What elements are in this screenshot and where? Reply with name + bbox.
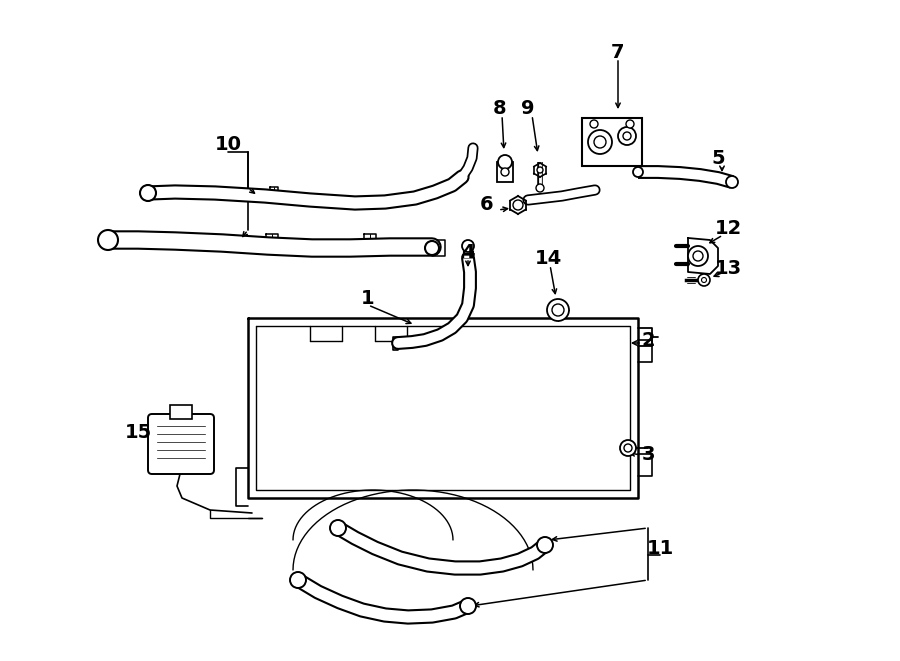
Circle shape	[537, 537, 553, 553]
Circle shape	[552, 304, 564, 316]
Text: 4: 4	[461, 243, 475, 262]
Circle shape	[290, 572, 306, 588]
Text: 9: 9	[521, 98, 535, 118]
Circle shape	[425, 241, 439, 255]
Circle shape	[501, 168, 509, 176]
Text: 10: 10	[214, 136, 241, 155]
Text: 1: 1	[361, 288, 374, 307]
Circle shape	[618, 127, 636, 145]
Circle shape	[537, 167, 543, 173]
Text: 6: 6	[481, 196, 494, 215]
Text: 5: 5	[711, 149, 724, 167]
Text: 12: 12	[715, 219, 742, 237]
Circle shape	[98, 230, 118, 250]
Circle shape	[701, 278, 706, 282]
Circle shape	[624, 444, 632, 452]
Circle shape	[330, 520, 346, 536]
Circle shape	[698, 274, 710, 286]
Text: 2: 2	[641, 330, 655, 350]
Text: 8: 8	[493, 98, 507, 118]
Circle shape	[688, 246, 708, 266]
Circle shape	[633, 167, 643, 177]
Text: 15: 15	[124, 422, 151, 442]
Circle shape	[498, 155, 512, 169]
Circle shape	[536, 184, 544, 192]
Text: 3: 3	[641, 446, 655, 465]
Circle shape	[462, 240, 474, 252]
FancyBboxPatch shape	[148, 414, 214, 474]
Bar	[170, 405, 192, 419]
Circle shape	[594, 136, 606, 148]
Text: 7: 7	[611, 42, 625, 61]
Circle shape	[513, 200, 523, 210]
Circle shape	[140, 185, 156, 201]
Circle shape	[726, 176, 738, 188]
Circle shape	[547, 299, 569, 321]
Circle shape	[620, 440, 636, 456]
Text: 11: 11	[646, 539, 673, 557]
Circle shape	[460, 598, 476, 614]
Circle shape	[588, 130, 612, 154]
Text: 13: 13	[715, 258, 742, 278]
Circle shape	[590, 120, 598, 128]
Circle shape	[626, 120, 634, 128]
Text: 14: 14	[535, 249, 562, 268]
Bar	[497, 162, 513, 182]
Circle shape	[693, 251, 703, 261]
Bar	[582, 118, 642, 166]
Circle shape	[623, 132, 631, 140]
